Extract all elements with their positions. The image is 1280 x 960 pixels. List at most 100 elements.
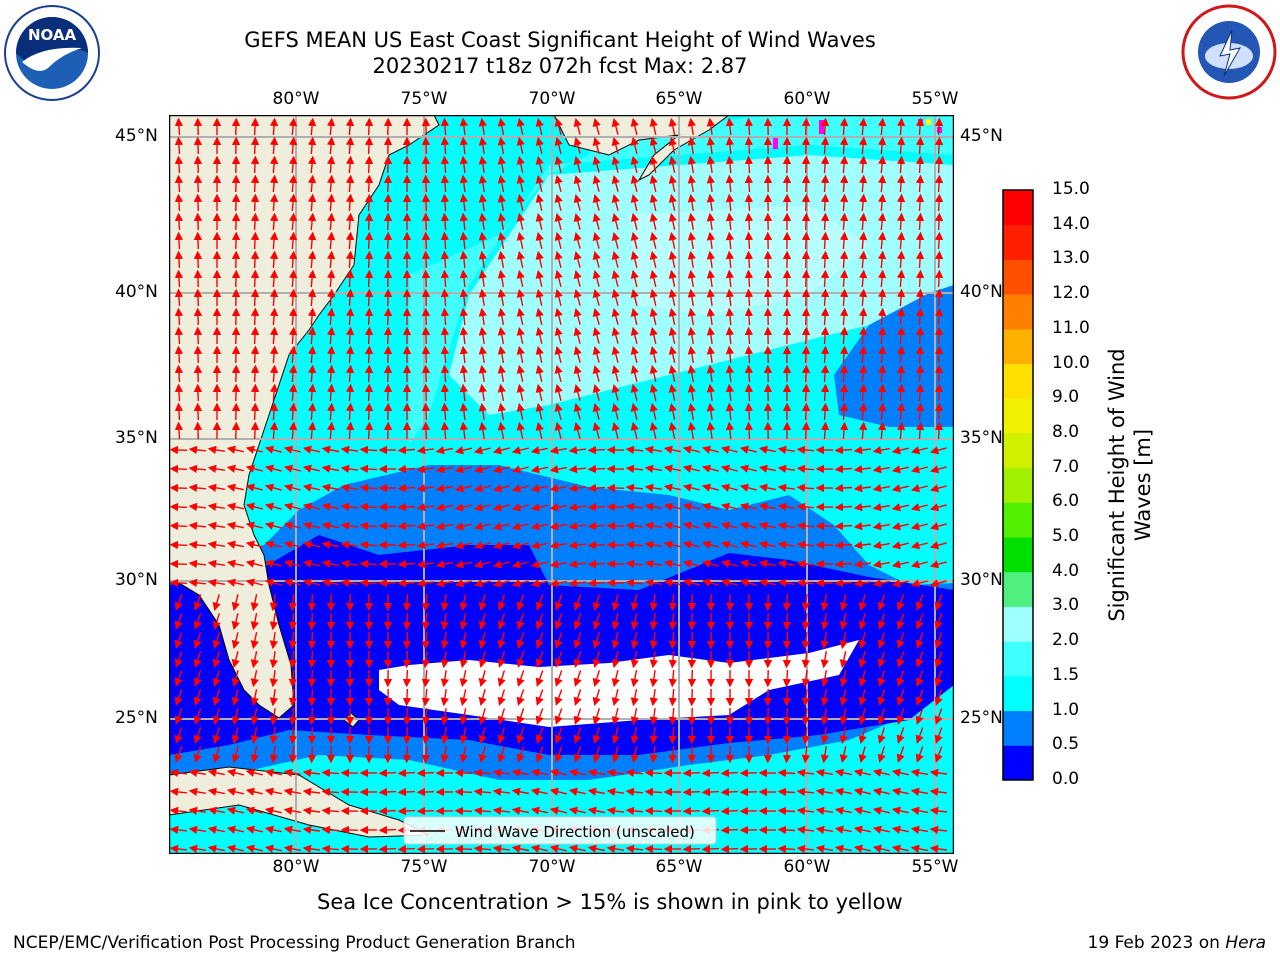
wind-arrow (592, 193, 601, 211)
wind-arrow (611, 117, 620, 135)
wind-arrow (264, 559, 282, 568)
wind-arrow (497, 250, 506, 269)
wind-arrow (682, 768, 701, 778)
wind-arrow (687, 612, 697, 631)
wind-arrow (440, 421, 450, 440)
wind-arrow (720, 844, 739, 854)
wind-arrow (858, 632, 867, 650)
wind-arrow (269, 651, 279, 669)
wind-arrow (440, 631, 450, 650)
wind-arrow (326, 326, 336, 345)
wind-arrow (326, 383, 336, 402)
wind-arrow (592, 326, 601, 344)
wind-arrow (744, 326, 754, 345)
nws-logo (1180, 4, 1278, 104)
wind-arrow (440, 193, 450, 212)
wind-arrow (934, 307, 944, 326)
wind-arrow (687, 726, 697, 745)
wind-arrow (421, 269, 431, 288)
wind-arrow (174, 632, 183, 649)
wind-arrow (929, 560, 947, 569)
wind-arrow (321, 578, 340, 587)
wind-arrow (288, 269, 298, 288)
wind-arrow (834, 445, 853, 455)
wind-arrow (701, 559, 719, 568)
wind-arrow (877, 288, 887, 307)
wind-arrow (174, 670, 183, 687)
wind-arrow (915, 193, 925, 212)
colorbar-segment (1003, 294, 1033, 330)
wind-arrow (611, 231, 620, 249)
wind-arrow (345, 402, 355, 421)
wind-arrow (340, 464, 358, 474)
wind-arrow (706, 288, 716, 306)
wind-arrow (188, 578, 207, 588)
wind-arrow (549, 579, 568, 588)
wind-arrow (188, 464, 207, 474)
wind-arrow (250, 231, 260, 250)
wind-arrow (478, 231, 488, 250)
wind-arrow (497, 402, 506, 421)
wind-arrow (435, 560, 454, 569)
wind-arrow (245, 483, 263, 492)
wind-arrow (839, 421, 849, 440)
wind-arrow (478, 594, 487, 612)
wind-arrow (326, 421, 336, 440)
wind-arrow (820, 593, 829, 612)
wind-arrow (896, 307, 906, 326)
wind-arrow (877, 155, 887, 174)
wind-arrow (630, 402, 639, 420)
wind-arrow (649, 326, 658, 344)
wind-arrow (307, 193, 317, 212)
wind-arrow (535, 345, 544, 363)
wind-arrow (630, 650, 639, 669)
wind-arrow (459, 307, 469, 326)
wind-arrow (440, 402, 450, 421)
wind-arrow (283, 445, 301, 454)
wind-arrow (720, 502, 738, 511)
wind-arrow (934, 117, 944, 136)
wind-arrow (188, 559, 207, 569)
wind-arrow (174, 136, 184, 155)
wind-arrow (782, 631, 792, 650)
colorbar-tick-label: 6.0 (1052, 491, 1080, 512)
wind-arrow (421, 136, 431, 155)
wind-arrow (497, 288, 506, 307)
wind-arrow (307, 307, 317, 326)
wind-arrow (516, 231, 525, 249)
wind-arrow (568, 540, 587, 550)
colorbar-segment (1003, 641, 1033, 677)
wind-arrow (530, 522, 548, 531)
wind-arrow (706, 421, 716, 439)
wind-arrow (611, 594, 620, 612)
wind-arrow (397, 806, 416, 816)
wind-arrow (568, 521, 587, 531)
wind-arrow (934, 326, 944, 345)
wind-arrow (592, 174, 601, 192)
wind-arrow (649, 212, 658, 230)
wind-arrow (592, 288, 601, 306)
wind-arrow (554, 594, 563, 611)
wind-arrow (777, 464, 796, 474)
wind-arrow (288, 326, 298, 345)
wind-arrow (934, 155, 944, 174)
wind-arrow (530, 503, 548, 512)
wind-arrow (169, 483, 188, 493)
wind-arrow (435, 465, 454, 474)
wind-arrow (340, 540, 358, 550)
wind-arrow (896, 402, 906, 421)
wind-arrow (326, 212, 336, 231)
wind-arrow (611, 326, 620, 344)
wind-arrow (777, 540, 796, 550)
wind-arrow (758, 445, 776, 454)
wind-arrow (877, 364, 887, 383)
wind-arrow (649, 345, 658, 363)
wind-arrow (478, 421, 488, 440)
wind-arrow (877, 250, 887, 269)
wind-arrow (611, 345, 620, 363)
wind-arrow (440, 307, 450, 326)
wind-arrow (649, 117, 658, 135)
wind-arrow (877, 613, 886, 630)
lon-label-top: 55°W (911, 89, 959, 109)
wind-arrow (459, 174, 469, 193)
